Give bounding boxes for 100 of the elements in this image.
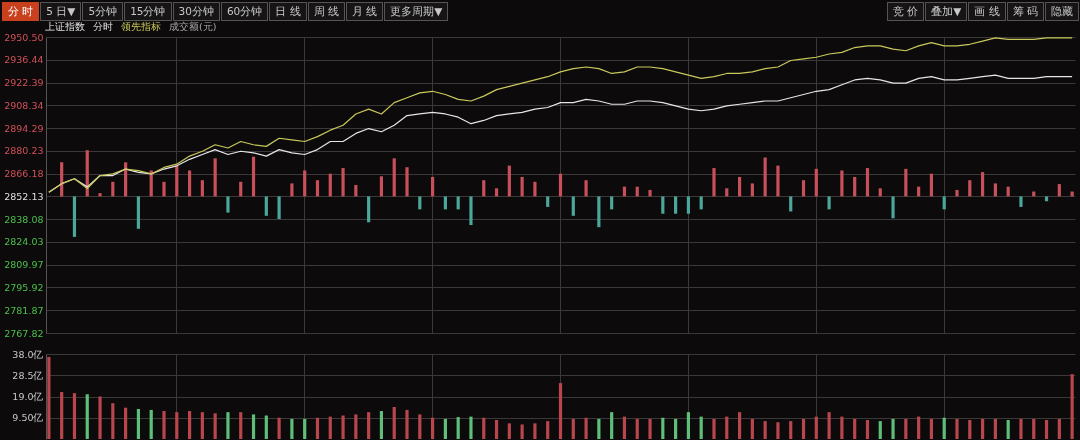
bar: [72, 196, 77, 237]
bar: [865, 168, 870, 197]
bar: [494, 419, 499, 439]
bar: [379, 176, 384, 197]
bar: [443, 418, 447, 439]
bar: [264, 196, 268, 216]
text: 叠加▼: [925, 2, 968, 21]
bar: [431, 176, 435, 197]
bar: [277, 196, 281, 220]
bar: [750, 418, 754, 439]
text: 30分钟: [172, 2, 220, 21]
bar: [814, 168, 818, 197]
bar: [878, 421, 882, 439]
bar: [763, 421, 767, 439]
bar: [674, 418, 678, 439]
bar: [546, 196, 550, 207]
bar: [712, 168, 716, 197]
bar: [661, 417, 665, 439]
bar: [546, 421, 550, 439]
bar: [469, 196, 473, 226]
bar: [482, 180, 486, 197]
bar: [111, 403, 115, 439]
bar: [597, 418, 601, 439]
bar: [187, 411, 192, 439]
y-tick-label: 2795.92: [4, 281, 44, 293]
bar: [610, 196, 614, 210]
bar: [520, 424, 524, 439]
text: 周 线: [307, 2, 345, 21]
bar: [686, 196, 690, 214]
bar: [72, 393, 77, 439]
bar: [328, 173, 332, 197]
y-tick-label: 19.0亿: [12, 391, 44, 402]
y-tick-label: 2838.08: [4, 213, 44, 225]
bar: [405, 167, 409, 197]
bar: [290, 183, 294, 197]
bar: [533, 181, 537, 197]
text: 画 线: [968, 2, 1006, 21]
bar: [149, 409, 153, 439]
text: 筹 码: [1006, 2, 1044, 21]
bar: [47, 356, 51, 439]
bar: [840, 416, 844, 439]
y-tick-label: 38.0亿: [12, 348, 44, 360]
bar: [763, 157, 767, 197]
bar: [443, 196, 447, 210]
bar: [597, 196, 601, 228]
bar: [801, 180, 806, 197]
chart-title: 上证指数: [45, 21, 85, 34]
bar: [853, 176, 857, 197]
bar: [584, 180, 588, 197]
bar: [175, 412, 179, 439]
bar: [379, 411, 384, 439]
text: 分时: [93, 21, 113, 34]
bar: [699, 416, 703, 439]
bar: [200, 412, 204, 439]
bar: [136, 196, 141, 229]
bar: [136, 409, 141, 439]
y-tick-label: 2880.23: [4, 145, 44, 157]
y-tick-label: 2922.39: [4, 77, 44, 89]
bar: [737, 176, 742, 197]
bar: [610, 412, 614, 439]
bar: [367, 196, 371, 223]
text: 月 线: [345, 2, 384, 21]
text: 5 日▼: [40, 2, 82, 21]
bar: [789, 421, 793, 439]
y-tick-label: 2767.82: [4, 327, 44, 339]
bar: [1019, 196, 1023, 207]
bar: [865, 419, 870, 439]
bar: [955, 418, 959, 439]
bar: [482, 417, 486, 439]
bar: [571, 418, 575, 439]
bar: [98, 396, 102, 439]
bar: [85, 394, 89, 439]
bar: [1019, 418, 1023, 439]
bar: [507, 165, 511, 197]
bar: [405, 409, 409, 439]
line-series: [48, 37, 1073, 193]
bar: [635, 418, 639, 439]
bar: [993, 418, 997, 439]
bar: [251, 156, 256, 197]
bar: [251, 414, 256, 439]
text: 分 时: [2, 2, 40, 21]
bar: [469, 416, 473, 439]
bar: [124, 407, 128, 439]
bar: [533, 423, 537, 439]
bar: [942, 196, 946, 210]
bar: [367, 412, 371, 439]
bar: [98, 193, 102, 197]
text: 日 线: [269, 2, 307, 21]
y-tick-label: 2936.44: [4, 54, 44, 66]
bar: [354, 414, 358, 439]
y-tick-label: 2809.97: [4, 259, 44, 271]
text: 成交额(元): [169, 21, 217, 34]
bar: [187, 170, 192, 197]
bar: [507, 423, 511, 439]
bar: [980, 418, 985, 439]
bar: [341, 415, 345, 439]
bar: [750, 183, 754, 197]
bar: [955, 189, 959, 197]
y-tick-label: 2950.50: [4, 31, 44, 43]
bar: [776, 165, 780, 197]
